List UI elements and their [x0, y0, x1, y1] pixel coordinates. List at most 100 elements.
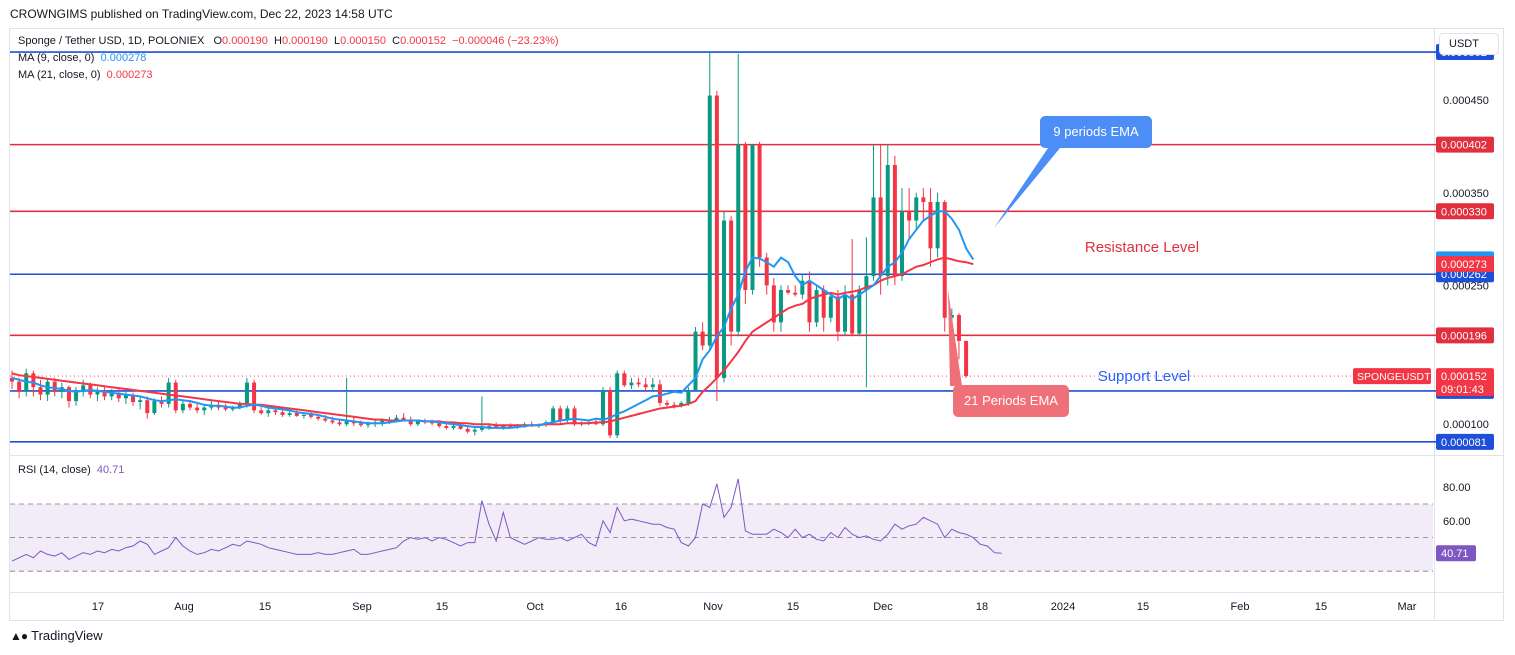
- candle-down: [280, 412, 285, 415]
- candle-up: [237, 403, 242, 408]
- ma21-badge: 0.000273: [1436, 256, 1494, 273]
- level-badge-0.000081-text: 0.000081: [1441, 437, 1487, 449]
- candle-down: [316, 416, 321, 419]
- price-tick-label: 0.000250: [1443, 280, 1489, 292]
- ma21-legend[interactable]: MA (21, close, 0) 0.000273: [18, 69, 153, 81]
- level-badge-0.000196: 0.000196: [1436, 327, 1494, 344]
- candle-down: [700, 331, 705, 346]
- candle-down: [786, 289, 791, 293]
- candle-down: [52, 381, 57, 392]
- resistance-level-label: Resistance Level: [1085, 239, 1199, 256]
- candle-down: [430, 422, 435, 424]
- ma9-legend[interactable]: MA (9, close, 0) 0.000278: [18, 52, 146, 64]
- ema21-pointer: [948, 290, 962, 386]
- candle-up: [565, 408, 570, 421]
- price-tick-label: 0.000450: [1443, 95, 1489, 107]
- candle-down: [465, 428, 470, 432]
- candle-up: [615, 373, 620, 436]
- last-price-bg: [1436, 368, 1494, 397]
- candle-up: [750, 144, 755, 290]
- candle-up: [366, 424, 370, 426]
- ma9-value: 0.000278: [100, 52, 147, 64]
- candle-up: [629, 382, 634, 386]
- candle-up: [74, 391, 79, 402]
- level-badge-0.000330-text: 0.000330: [1441, 206, 1487, 218]
- candle-down: [636, 382, 641, 385]
- high-value: 0.000190: [281, 35, 328, 47]
- candle-down: [102, 389, 107, 397]
- close-value: 0.000152: [400, 35, 446, 47]
- candle-up: [109, 392, 114, 397]
- candle-up: [900, 211, 904, 277]
- published-line: CROWNGIMS published on TradingView.com, …: [10, 7, 393, 21]
- chart-frame: [9, 28, 1504, 621]
- level-badge-0.000262-text: 0.000262: [1441, 269, 1487, 281]
- symbol-tag-text: SPONGEUSDT: [1357, 371, 1431, 383]
- currency-unit-selector[interactable]: USDT: [1439, 33, 1499, 55]
- rsi-legend[interactable]: RSI (14, close) 40.71: [18, 464, 124, 476]
- candle-down: [771, 285, 776, 323]
- candle-up: [138, 400, 143, 403]
- candle-down: [273, 410, 278, 413]
- level-badge-0.000330: 0.000330: [1436, 203, 1494, 220]
- candle-down: [508, 426, 513, 428]
- candle-up: [472, 429, 477, 432]
- rsi-value-badge: 40.71: [1436, 545, 1476, 562]
- candle-up: [600, 389, 605, 425]
- candle-up: [166, 382, 171, 404]
- candle-down: [956, 314, 961, 341]
- candle-down: [188, 403, 192, 408]
- price-tick-label: 0.000100: [1443, 419, 1489, 431]
- candle-down: [793, 292, 798, 295]
- candle-down: [572, 408, 577, 425]
- time-tick-label: 15: [1137, 601, 1149, 613]
- ma21-badge-bg: [1436, 256, 1494, 273]
- level-badge-0.000081: 0.000081: [1436, 433, 1494, 450]
- level-badge-0.000402: 0.000402: [1436, 136, 1494, 153]
- ma9-label: MA (9, close, 0): [18, 52, 95, 64]
- candle-down: [878, 197, 883, 277]
- tradingview-brand[interactable]: ▲● TradingView: [10, 628, 103, 643]
- candle-down: [223, 407, 228, 410]
- candle-up: [301, 414, 306, 416]
- time-tick-label: Nov: [703, 601, 723, 613]
- ema21-box: [953, 385, 1069, 417]
- time-tick-label: 15: [787, 601, 799, 613]
- candle-down: [38, 387, 43, 395]
- candle-up: [479, 427, 484, 430]
- candle-down: [145, 400, 150, 414]
- candle-up: [394, 417, 399, 420]
- rsi-legend-value: 40.71: [96, 464, 125, 476]
- candle-down: [807, 280, 812, 323]
- candle-up: [266, 410, 271, 414]
- candle-down: [835, 296, 840, 332]
- ma21-label: MA (21, close, 0): [18, 69, 101, 81]
- candle-up: [843, 294, 848, 332]
- time-tick-label: Aug: [174, 601, 194, 613]
- candle-down: [892, 164, 897, 277]
- candle-down: [928, 202, 933, 249]
- candle-up: [722, 220, 726, 378]
- symbol-name: Sponge / Tether USD, 1D, POLONIEX: [18, 35, 205, 47]
- low-label: L: [334, 35, 341, 47]
- level-badge-0.000330-bg: [1436, 203, 1494, 220]
- candle-down: [401, 417, 406, 421]
- time-tick-label: 15: [1315, 601, 1327, 613]
- candle-up: [885, 164, 890, 277]
- rsi-line: [11, 478, 1002, 562]
- high-label: H: [274, 35, 282, 47]
- candle-down: [31, 373, 36, 388]
- candle-down: [850, 294, 855, 334]
- candle-down: [458, 426, 463, 429]
- time-tick-label: Mar: [1398, 601, 1417, 613]
- time-tick-label: 17: [92, 601, 104, 613]
- time-tick-label: Feb: [1231, 601, 1250, 613]
- time-tick-label: 16: [615, 601, 627, 613]
- candle-down: [622, 373, 627, 386]
- ema9-callout: 9 periods EMA: [994, 116, 1152, 228]
- candle-up: [857, 289, 862, 334]
- time-tick-label: 18: [976, 601, 988, 613]
- candle-down: [757, 144, 762, 258]
- ma9-line: [11, 210, 975, 429]
